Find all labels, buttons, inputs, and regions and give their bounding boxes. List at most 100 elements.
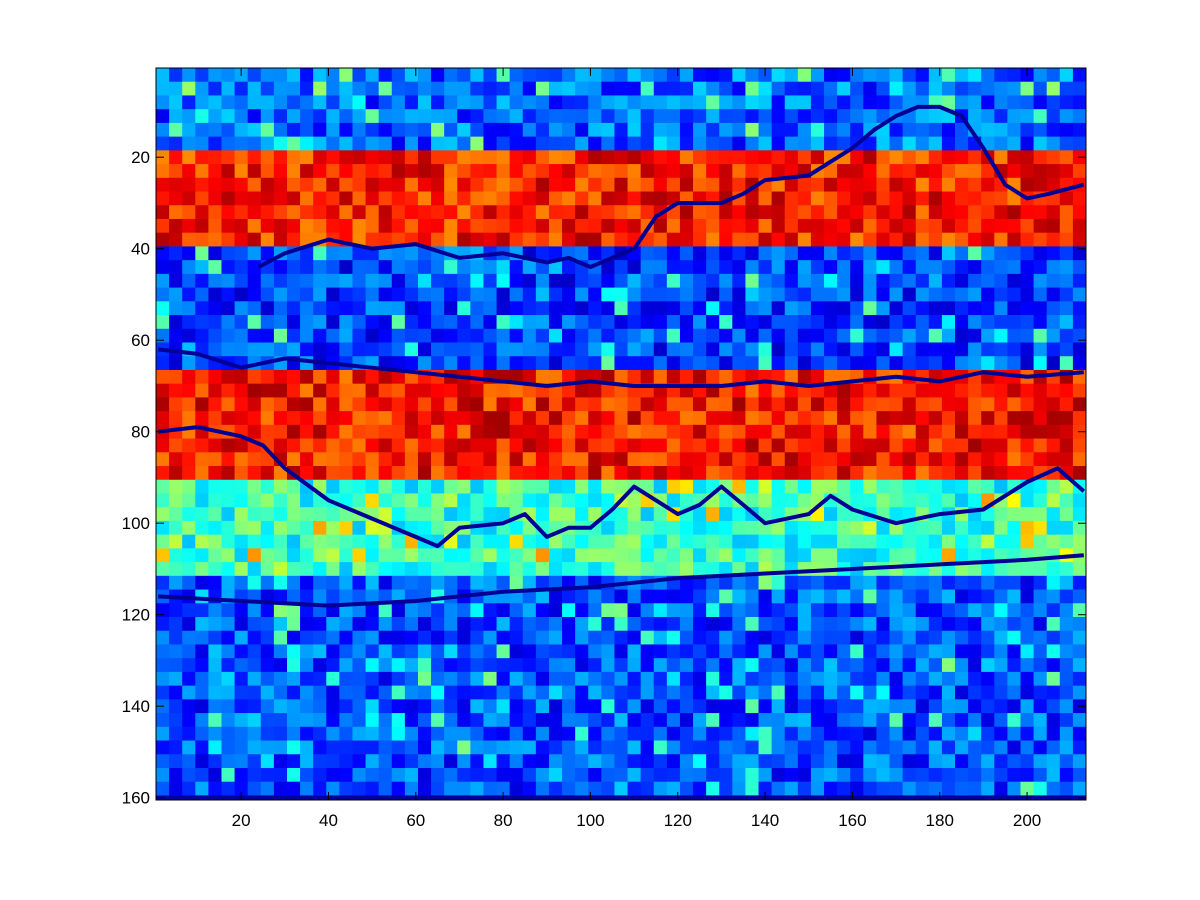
heatmap-cell <box>260 781 275 797</box>
heatmap-cell <box>968 767 982 783</box>
heatmap-cell <box>1020 95 1035 110</box>
heatmap-cell <box>902 452 917 467</box>
heatmap-cell <box>562 68 576 83</box>
heatmap-cell <box>300 548 314 563</box>
heatmap-cell <box>300 754 314 769</box>
heatmap-cell <box>679 562 694 577</box>
heatmap-cell <box>863 603 878 618</box>
heatmap-cell <box>837 617 851 632</box>
heatmap-cell <box>365 109 380 124</box>
contour-middle-boundary <box>157 347 1084 388</box>
heatmap-cell <box>614 548 629 563</box>
heatmap-cell <box>562 328 576 344</box>
heatmap-cell <box>339 369 354 385</box>
heatmap-cell <box>470 534 485 549</box>
heatmap-cell <box>221 232 236 248</box>
heatmap-cell <box>955 301 969 316</box>
heatmap-cell <box>693 658 707 673</box>
heatmap-cell <box>378 726 393 742</box>
heatmap-cell <box>300 630 314 646</box>
heatmap-cell <box>208 260 223 275</box>
heatmap-cell <box>771 205 786 220</box>
heatmap-cell <box>784 397 799 412</box>
heatmap-cell <box>1072 136 1086 151</box>
heatmap-cell <box>968 164 982 179</box>
heatmap-cell <box>745 644 760 659</box>
heatmap-cell <box>797 575 812 591</box>
heatmap-cell <box>234 713 249 728</box>
heatmap-cell <box>601 466 616 481</box>
heatmap-cell <box>981 95 995 110</box>
heatmap-cell <box>797 328 812 344</box>
heatmap-cell <box>404 218 419 234</box>
heatmap-cell <box>640 617 655 632</box>
heatmap-cell <box>837 342 851 357</box>
heatmap-cell <box>352 767 367 783</box>
heatmap-cell <box>876 287 891 302</box>
heatmap-cell <box>391 232 406 248</box>
heatmap-cell <box>575 342 589 357</box>
heatmap-cell <box>496 781 511 797</box>
heatmap-cell <box>470 315 485 330</box>
heatmap-cell <box>797 767 812 783</box>
heatmap-cell <box>208 383 223 399</box>
heatmap-cell <box>601 767 616 783</box>
heatmap-cell <box>195 109 209 124</box>
heatmap-cell <box>588 603 602 618</box>
heatmap-cell <box>732 603 747 618</box>
heatmap-cell <box>876 383 891 399</box>
heatmap-cell <box>679 603 694 618</box>
heatmap-cell <box>745 81 760 97</box>
heatmap-cell <box>457 232 471 248</box>
heatmap-cell <box>470 287 485 302</box>
heatmap-cell <box>535 644 550 659</box>
heatmap-cell <box>391 95 406 110</box>
heatmap-cell <box>378 603 393 618</box>
heatmap-cell <box>169 315 183 330</box>
heatmap-cell <box>208 754 223 769</box>
heatmap-cell <box>417 479 432 495</box>
heatmap-cell <box>588 438 602 453</box>
heatmap-cell <box>1046 95 1061 110</box>
heatmap-cell <box>810 369 825 385</box>
heatmap-cell <box>693 150 707 165</box>
heatmap-cell <box>745 246 760 261</box>
heatmap-cell <box>915 109 930 124</box>
heatmap-cell <box>627 260 642 275</box>
heatmap-cell <box>797 740 812 755</box>
heatmap-cell <box>837 397 851 412</box>
heatmap-cell <box>156 767 170 783</box>
heatmap-cell <box>522 315 537 330</box>
heatmap-cell <box>863 781 878 797</box>
heatmap-cell <box>719 658 733 673</box>
heatmap-cell <box>378 754 393 769</box>
heatmap-cell <box>876 315 891 330</box>
heatmap-cell <box>404 699 419 714</box>
heatmap-cell <box>535 575 550 591</box>
heatmap-cell <box>797 150 812 165</box>
heatmap-cell <box>169 507 183 522</box>
heatmap-cell <box>955 548 969 563</box>
heatmap-cell <box>588 534 602 549</box>
heatmap-cell <box>260 205 275 220</box>
heatmap-cell <box>365 740 380 755</box>
heatmap-cell <box>535 273 550 289</box>
heatmap-cell <box>169 699 183 714</box>
heatmap-cell <box>771 438 786 453</box>
heatmap-cell <box>444 644 458 659</box>
heatmap-cell <box>719 95 733 110</box>
heatmap-cell <box>182 177 196 193</box>
heatmap-cell <box>431 95 445 110</box>
heatmap-cell <box>1059 218 1074 234</box>
heatmap-cell <box>496 273 511 289</box>
heatmap-cell <box>941 685 956 700</box>
heatmap-cell <box>640 685 655 700</box>
heatmap-cell <box>326 671 340 687</box>
heatmap-cell <box>234 603 249 618</box>
heatmap-cell <box>640 479 655 495</box>
heatmap-cell <box>562 630 576 646</box>
heatmap-cell <box>666 520 681 536</box>
heatmap-cell <box>208 218 223 234</box>
heatmap-cell <box>313 411 327 426</box>
